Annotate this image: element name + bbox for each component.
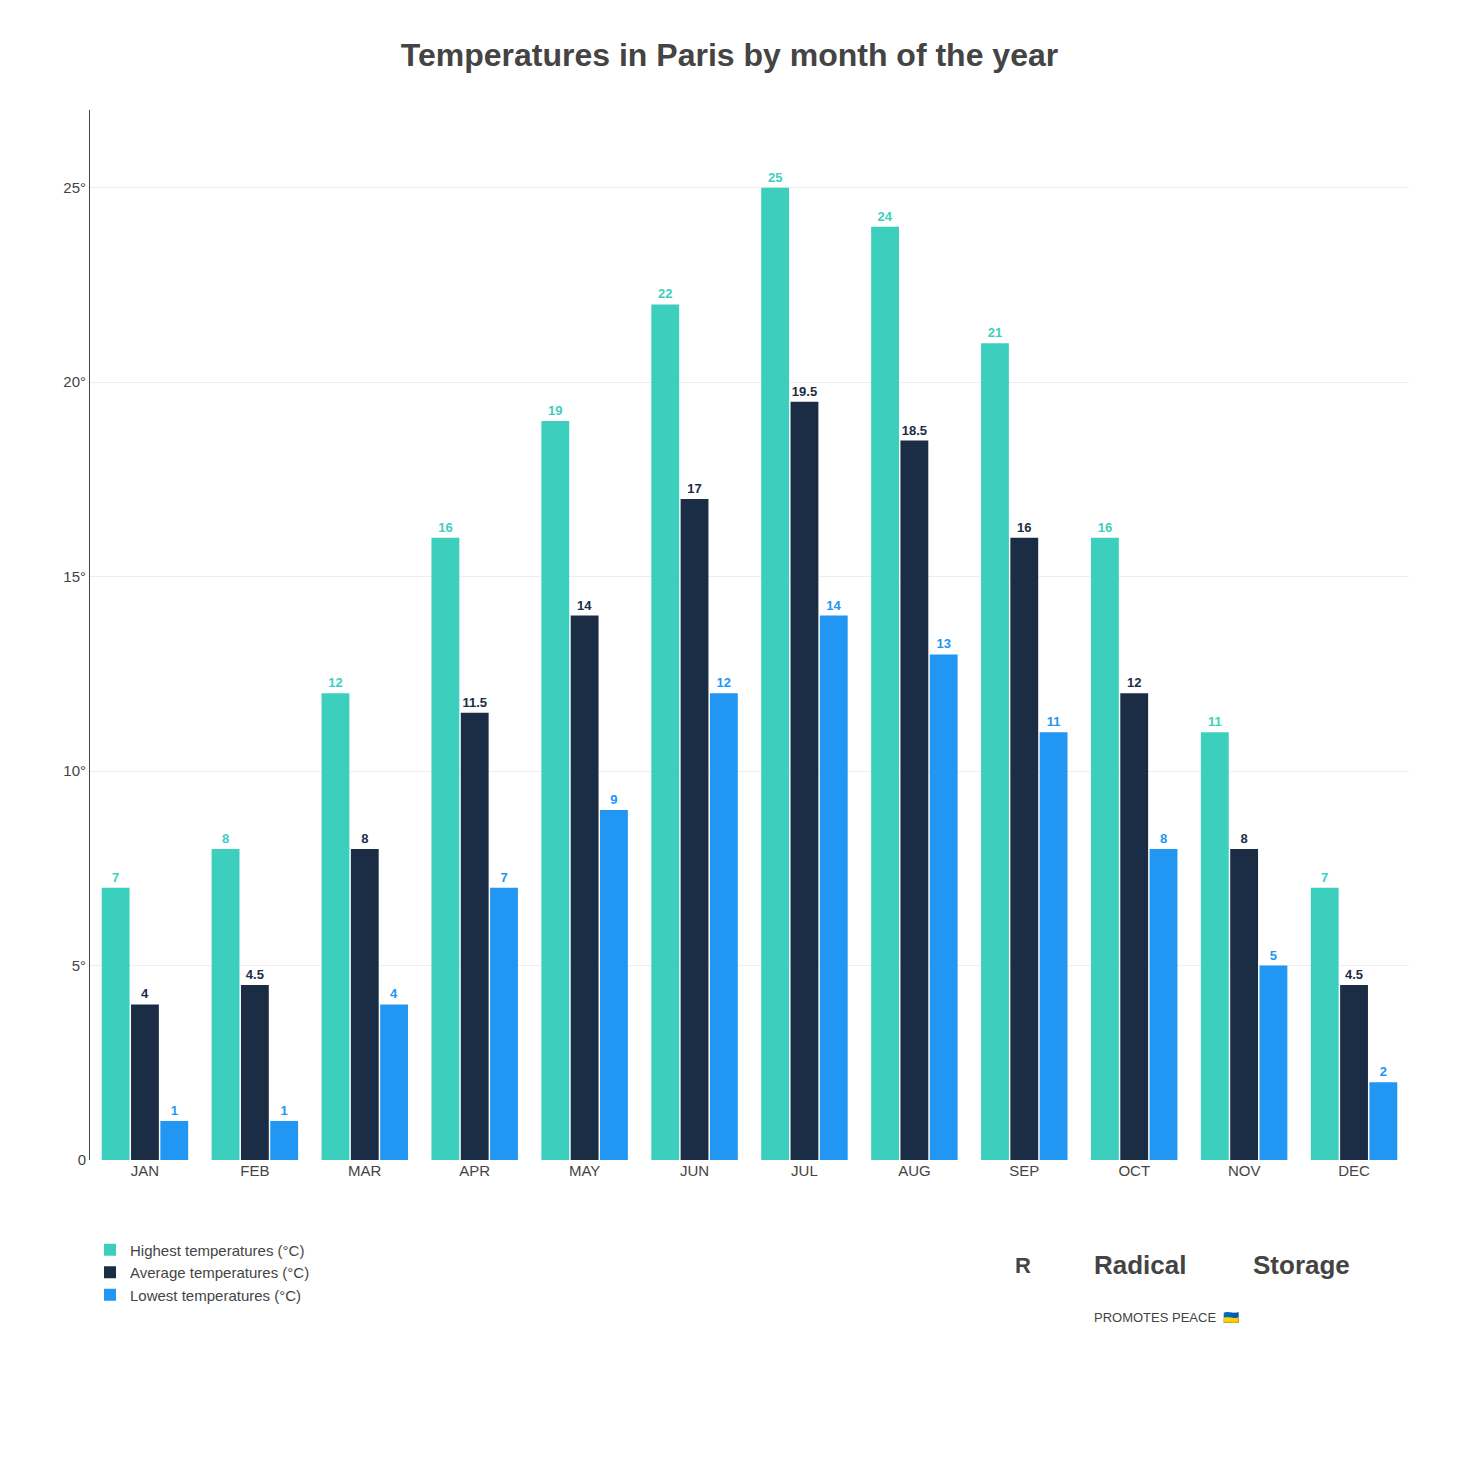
svg-text:AUG: AUG [898,1162,931,1179]
svg-text:14: 14 [826,598,841,613]
svg-text:21: 21 [988,325,1002,340]
svg-text:Temperatures in Paris by month: Temperatures in Paris by month of the ye… [401,37,1058,73]
svg-text:PROMOTES PEACE 🇺🇦: PROMOTES PEACE 🇺🇦 [1094,1310,1239,1325]
svg-text:DEC: DEC [1338,1162,1370,1179]
svg-text:Lowest temperatures (°C): Lowest temperatures (°C) [130,1287,301,1304]
svg-text:7: 7 [500,870,507,885]
svg-text:JAN: JAN [131,1162,159,1179]
svg-text:FEB: FEB [240,1162,269,1179]
svg-text:17: 17 [687,481,701,496]
svg-text:JUN: JUN [680,1162,709,1179]
svg-text:12: 12 [328,675,342,690]
svg-text:8: 8 [361,831,368,846]
svg-text:JUL: JUL [791,1162,818,1179]
svg-text:11.5: 11.5 [462,695,487,710]
svg-text:APR: APR [459,1162,490,1179]
svg-text:16: 16 [1098,520,1112,535]
svg-text:12: 12 [717,675,731,690]
svg-text:1: 1 [171,1103,178,1118]
svg-text:0: 0 [78,1151,86,1168]
svg-text:12: 12 [1127,675,1141,690]
svg-text:11: 11 [1208,714,1222,729]
svg-text:8: 8 [1160,831,1167,846]
svg-text:Highest temperatures (°C): Highest temperatures (°C) [130,1242,304,1259]
svg-text:24: 24 [877,209,892,224]
svg-text:19.5: 19.5 [792,384,817,399]
svg-text:19: 19 [548,403,562,418]
svg-text:4.5: 4.5 [246,967,264,982]
svg-text:16: 16 [438,520,452,535]
svg-text:16: 16 [1017,520,1031,535]
svg-text:25°: 25° [63,179,86,196]
svg-text:Average temperatures (°C): Average temperatures (°C) [130,1264,309,1281]
svg-text:20°: 20° [63,373,86,390]
svg-text:5°: 5° [72,957,86,974]
svg-text:OCT: OCT [1118,1162,1150,1179]
svg-text:4: 4 [141,986,149,1001]
svg-text:7: 7 [112,870,119,885]
svg-text:14: 14 [577,598,592,613]
svg-text:Storage: Storage [1253,1250,1350,1280]
svg-text:18.5: 18.5 [902,423,927,438]
svg-text:8: 8 [222,831,229,846]
svg-text:MAR: MAR [348,1162,382,1179]
svg-text:25: 25 [768,170,782,185]
svg-text:Radical: Radical [1094,1250,1187,1280]
svg-text:1: 1 [281,1103,288,1118]
svg-text:MAY: MAY [569,1162,600,1179]
svg-text:NOV: NOV [1228,1162,1261,1179]
svg-text:7: 7 [1321,870,1328,885]
svg-text:13: 13 [936,636,950,651]
svg-text:2: 2 [1380,1064,1387,1079]
svg-text:15°: 15° [63,568,86,585]
svg-text:5: 5 [1270,948,1277,963]
svg-text:4.5: 4.5 [1345,967,1363,982]
svg-text:R: R [1015,1253,1031,1278]
svg-text:22: 22 [658,286,672,301]
svg-text:11: 11 [1047,714,1061,729]
svg-text:8: 8 [1241,831,1248,846]
svg-text:4: 4 [390,986,398,1001]
svg-text:9: 9 [610,792,617,807]
svg-text:SEP: SEP [1009,1162,1039,1179]
svg-text:10°: 10° [63,762,86,779]
